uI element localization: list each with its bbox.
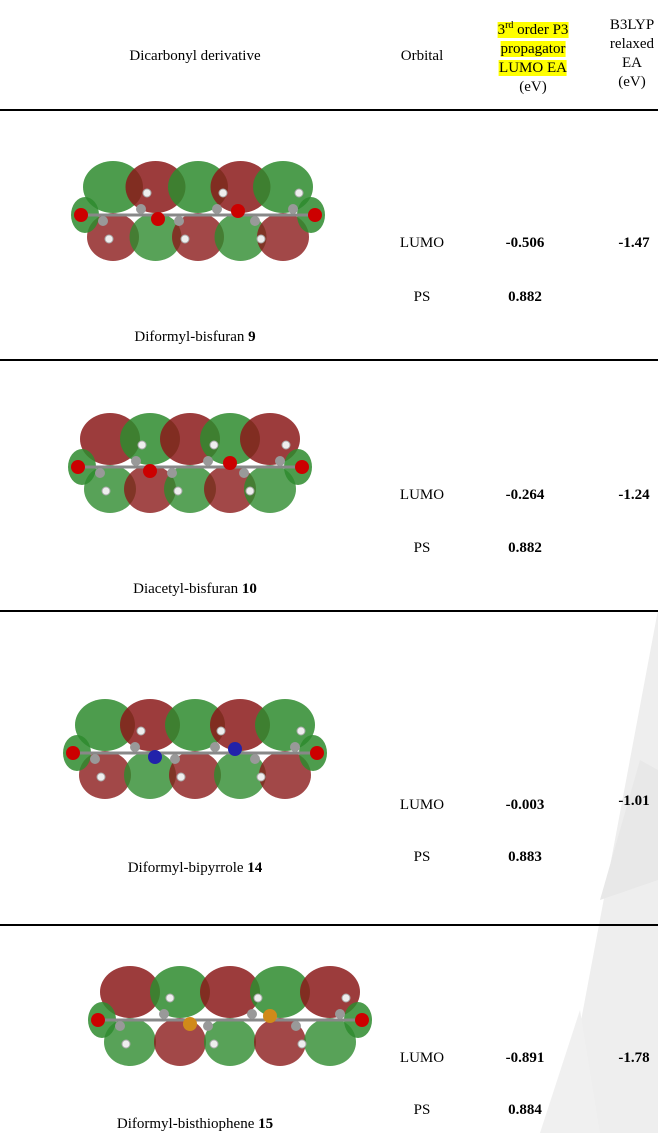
compound-label: Diformyl-bipyrrole: [128, 860, 244, 876]
header-orbital: Orbital: [401, 48, 444, 65]
header-ea-line: LUMO EA: [499, 60, 567, 76]
header-ea-num: 3: [498, 22, 506, 38]
compound-number: 10: [242, 581, 257, 597]
ps-value: 0.882: [508, 540, 542, 557]
b3lyp-ea: -1.24: [618, 487, 649, 504]
compound-name: Diformyl-bisfuran 9: [134, 329, 255, 346]
orbital-label: PS: [414, 540, 431, 557]
lumo-ea: -0.264: [506, 487, 545, 504]
header-b3lyp-line: B3LYP: [610, 16, 654, 35]
compound-number: 14: [247, 860, 262, 876]
orbital-label: LUMO: [400, 1050, 444, 1067]
orbital-label: LUMO: [400, 487, 444, 504]
compound-number: 9: [248, 329, 256, 345]
row-rule: [0, 924, 658, 926]
row-rule: [0, 610, 658, 612]
header-ea-line: order P3: [517, 22, 568, 38]
page: Dicarbonyl derivative Orbital 3rd order …: [0, 0, 658, 1133]
header-ea-sup: rd: [505, 20, 513, 31]
b3lyp-ea: -1.78: [618, 1050, 649, 1067]
lumo-ea: -0.003: [506, 797, 545, 814]
b3lyp-ea: -1.01: [618, 793, 649, 810]
lumo-ea: -0.891: [506, 1050, 545, 1067]
header-b3lyp-line: EA: [610, 54, 654, 73]
molecule-orbital: [60, 402, 320, 532]
header-ea: 3rd order P3 propagator LUMO EA (eV): [498, 16, 569, 97]
header-rule: [0, 109, 658, 111]
orbital-label: PS: [414, 289, 431, 306]
molecule-orbital: [63, 150, 333, 280]
header-ea-unit: (eV): [498, 78, 569, 97]
header-b3lyp-unit: (eV): [610, 73, 654, 92]
compound-name: Diacetyl-bisfuran 10: [133, 581, 257, 598]
lumo-ea: -0.506: [506, 235, 545, 252]
header-b3lyp: B3LYP relaxed EA (eV): [610, 16, 654, 92]
compound-label: Diformyl-bisthiophene: [117, 1116, 254, 1132]
molecule-orbital: [55, 688, 335, 818]
ps-value: 0.883: [508, 849, 542, 866]
orbital-label: PS: [414, 849, 431, 866]
ps-value: 0.884: [508, 1102, 542, 1119]
orbital-label: LUMO: [400, 797, 444, 814]
orbital-label: LUMO: [400, 235, 444, 252]
compound-label: Diacetyl-bisfuran: [133, 581, 238, 597]
row-rule: [0, 359, 658, 361]
header-b3lyp-line: relaxed: [610, 35, 654, 54]
header-derivative: Dicarbonyl derivative: [129, 48, 260, 65]
header-ea-line: propagator: [501, 41, 566, 57]
orbital-label: PS: [414, 1102, 431, 1119]
ps-value: 0.882: [508, 289, 542, 306]
molecule-orbital: [80, 955, 380, 1085]
compound-label: Diformyl-bisfuran: [134, 329, 244, 345]
b3lyp-ea: -1.47: [618, 235, 649, 252]
compound-name: Diformyl-bisthiophene 15: [117, 1116, 273, 1133]
compound-number: 15: [258, 1116, 273, 1132]
compound-name: Diformyl-bipyrrole 14: [128, 860, 263, 877]
